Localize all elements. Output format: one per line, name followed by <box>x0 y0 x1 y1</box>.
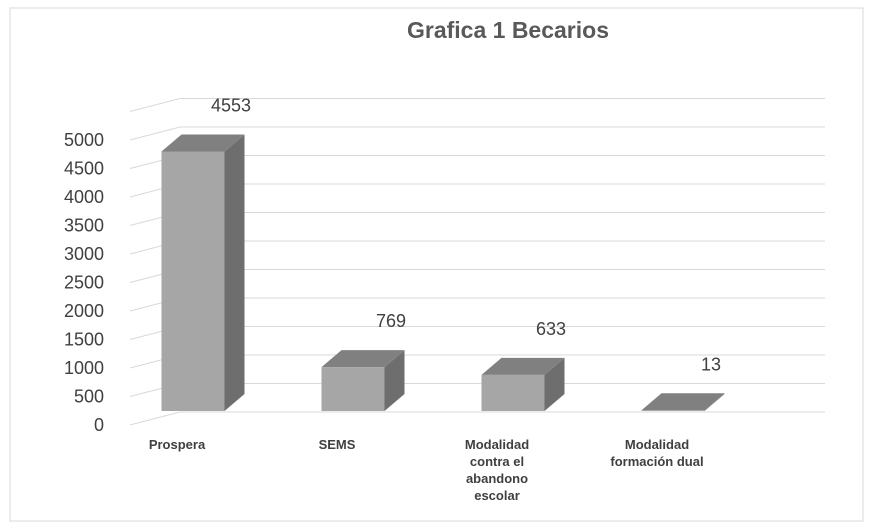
bar-top <box>481 357 565 375</box>
bar-top <box>161 134 245 152</box>
grid-line <box>129 126 825 141</box>
value-label: 13 <box>701 354 721 374</box>
x-tick-label: Modalidad contra el abandono escolar <box>464 437 530 503</box>
bar-side <box>544 357 565 411</box>
x-tick-label: Prospera <box>148 437 206 452</box>
y-tick-label: 500 <box>74 387 104 407</box>
y-tick-label: 3000 <box>64 244 104 264</box>
chart-border <box>9 7 864 522</box>
bar-side <box>384 350 405 411</box>
bar <box>481 374 545 411</box>
bar-side <box>224 134 245 411</box>
value-label: 4553 <box>211 95 251 115</box>
y-tick-label: 1500 <box>64 330 104 350</box>
bar <box>161 151 225 411</box>
y-tick-label: 5000 <box>64 130 104 150</box>
bar-top <box>321 350 405 368</box>
y-tick-label: 1000 <box>64 358 104 378</box>
y-tick-label: 2500 <box>64 273 104 293</box>
bar <box>321 367 385 411</box>
x-tick-label: SEMS <box>318 437 356 452</box>
x-tick-label: Modalidad formación dual <box>610 437 704 469</box>
y-tick-label: 2000 <box>64 301 104 321</box>
grid-line <box>129 411 825 426</box>
y-tick-label: 3500 <box>64 216 104 236</box>
bar-side <box>704 393 725 411</box>
value-label: 633 <box>536 319 566 339</box>
y-tick-label: 4500 <box>64 159 104 179</box>
y-tick-label: 4000 <box>64 187 104 207</box>
grid-line <box>129 98 825 112</box>
y-tick-label: 0 <box>94 415 104 435</box>
bar <box>641 410 705 411</box>
bar-top <box>641 393 725 411</box>
value-label: 769 <box>376 311 406 331</box>
chart-title: Grafica 1 Becarios <box>407 17 609 43</box>
